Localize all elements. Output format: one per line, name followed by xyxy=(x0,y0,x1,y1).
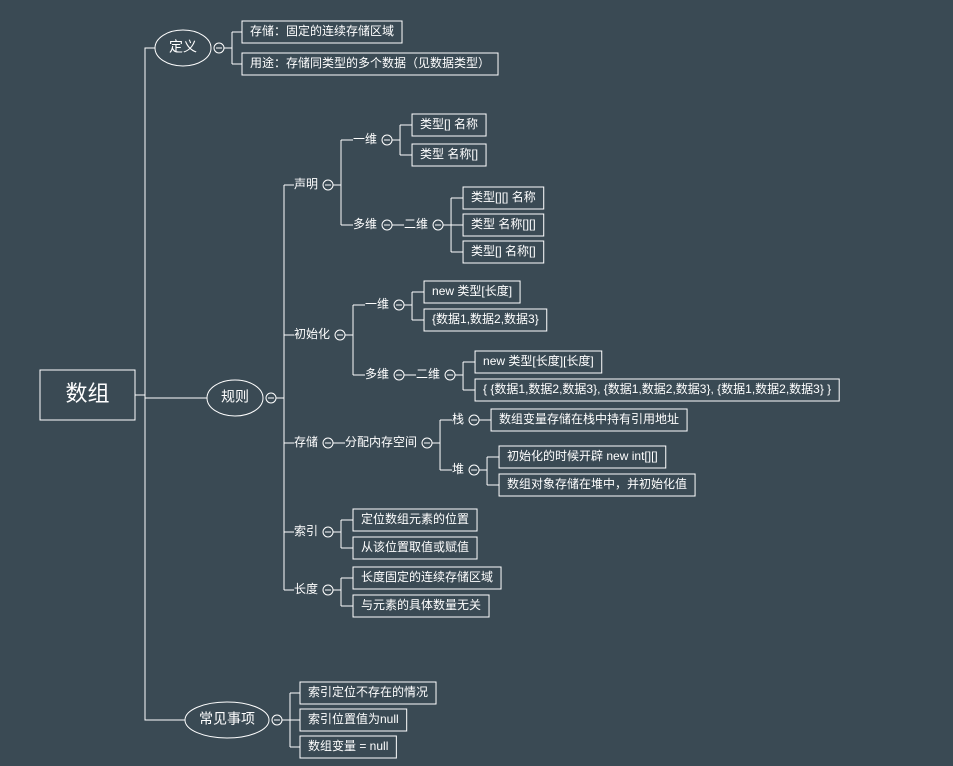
init-leaf1-label: new 类型[长度] xyxy=(432,283,512,298)
hub-definition-label: 定义 xyxy=(169,39,197,55)
decl-leaf4-label: 类型 名称[][] xyxy=(471,216,536,231)
node-storage: 存储 xyxy=(294,434,318,449)
len-leaf2-label: 与元素的具体数量无关 xyxy=(361,597,481,612)
hub-rules-label: 规则 xyxy=(221,389,249,405)
common-leaf1-label: 索引定位不存在的情况 xyxy=(308,684,428,699)
node-nd-init: 多维 xyxy=(365,367,389,381)
node-heap: 堆 xyxy=(452,462,464,476)
node-1d-init: 一维 xyxy=(365,297,389,311)
common-leaf2-label: 索引位置值为null xyxy=(308,711,399,726)
node-2d-decl: 二维 xyxy=(404,217,428,231)
init-leaf2-label: {数据1,数据2,数据3} xyxy=(432,311,539,326)
root-label: 数组 xyxy=(65,381,109,406)
def-storage-label: 存储：固定的连续存储区域 xyxy=(250,23,394,38)
index-leaf1-label: 定位数组元素的位置 xyxy=(361,511,469,526)
node-1d-decl: 一维 xyxy=(353,132,377,146)
index-leaf2-label: 从该位置取值或赋值 xyxy=(361,539,469,554)
node-init: 初始化 xyxy=(294,327,330,341)
init-leaf4-label: { {数据1,数据2,数据3}, {数据1,数据2,数据3}, {数据1,数据2… xyxy=(483,381,831,396)
node-index: 索引 xyxy=(294,524,318,538)
mindmap-canvas: 数组 定义规则常见事项 存储：固定的连续存储区域用途：存储同类型的多个数据（见数据类… xyxy=(0,0,953,766)
decl-leaf1-label: 类型[] 名称 xyxy=(420,116,478,131)
decl-leaf5-label: 类型[] 名称[] xyxy=(471,243,536,258)
decl-leaf2-label: 类型 名称[] xyxy=(420,146,478,161)
decl-leaf3-label: 类型[][] 名称 xyxy=(471,189,536,204)
node-length: 长度 xyxy=(294,581,318,596)
len-leaf1-label: 长度固定的连续存储区域 xyxy=(361,569,493,584)
store-leaf3-label: 数组对象存储在堆中，并初始化值 xyxy=(507,476,687,491)
hub-common-label: 常见事项 xyxy=(199,711,255,727)
store-leaf2-label: 初始化的时候开辟 new int[][] xyxy=(507,448,658,463)
common-leaf3-label: 数组变量 = null xyxy=(308,738,388,753)
node-2d-init: 二维 xyxy=(416,367,440,381)
node-declare: 声明 xyxy=(294,177,318,191)
store-leaf1-label: 数组变量存储在栈中持有引用地址 xyxy=(499,411,679,426)
node-nd-decl: 多维 xyxy=(353,217,377,231)
def-usage-label: 用途：存储同类型的多个数据（见数据类型） xyxy=(250,55,490,70)
init-leaf3-label: new 类型[长度][长度] xyxy=(483,353,594,368)
node-stack: 栈 xyxy=(452,411,464,426)
node-alloc: 分配内存空间 xyxy=(345,435,417,449)
